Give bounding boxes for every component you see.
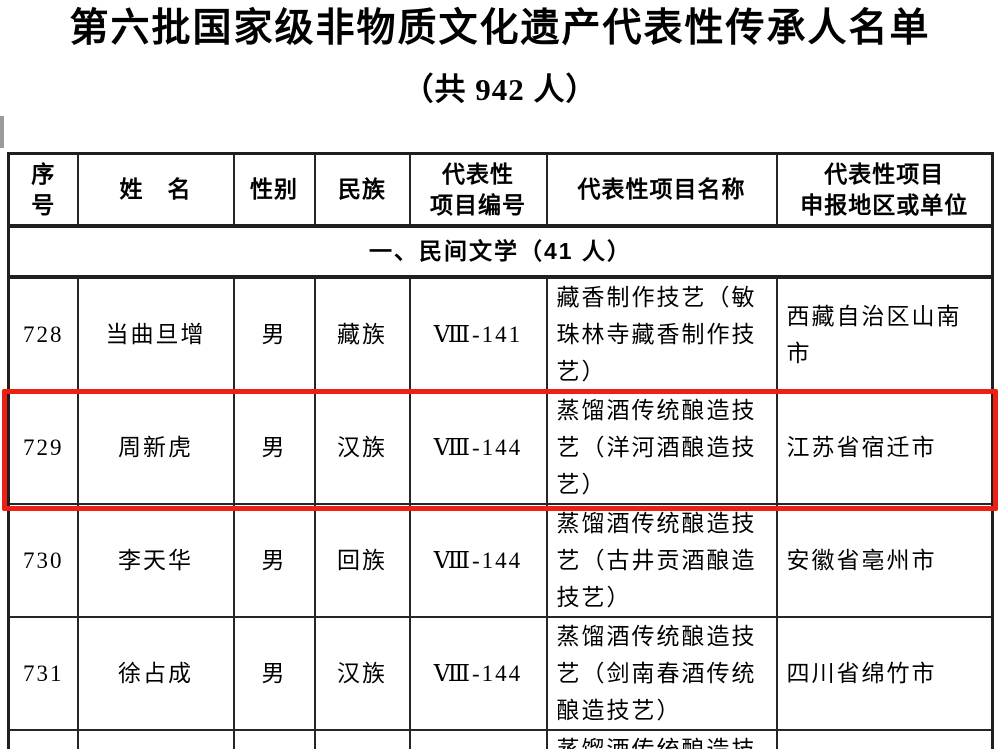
cell-code: Ⅷ-144 (408, 390, 548, 505)
table-row: 729 周新虎男汉族 Ⅷ-144 蒸馏酒传统酿造技 艺（洋河酒酿造技 艺） 江苏省宿迁市 (7, 390, 994, 505)
cell-name: 李天华 (76, 503, 235, 618)
column-header-no: 序 号 (7, 152, 79, 228)
cell-ethnicity: 汉族 (313, 616, 411, 731)
table-row-partial: 蒸馏酒传统酿造技山东省潍坊市安 (7, 729, 994, 749)
section-row: 一、民间文学（41 人） (7, 225, 994, 279)
cell-no: 729 (7, 390, 79, 505)
cell-name: 徐占成 (76, 616, 235, 731)
table-row: 730 李天华男回族 Ⅷ-144 蒸馏酒传统酿造技 艺（古井贡酒酿造 技艺） 安徽省亳州… (7, 503, 994, 618)
cell-ethnicity: 藏族 (313, 276, 411, 392)
cell-no (7, 729, 79, 749)
column-header-project: 代表性项目名称 (545, 152, 778, 228)
cell-project: 藏香制作技艺（敏 珠林寺藏香制作技 艺） (545, 276, 778, 392)
cell-project: 蒸馏酒传统酿造技 (545, 729, 778, 749)
cell-code (408, 729, 548, 749)
scan-artifact (0, 116, 4, 148)
cell-gender: 男 (232, 503, 316, 618)
table-row: 731 徐占成男汉族 Ⅷ-144 蒸馏酒传统酿造技 艺（剑南春酒传统 酿造技艺） 四川省… (7, 616, 994, 731)
cell-name (76, 729, 235, 749)
table-row: 728 当曲旦增男藏族 Ⅷ-141 藏香制作技艺（敏 珠林寺藏香制作技 艺） 西藏自治区… (7, 276, 994, 392)
cell-region: 江苏省宿迁市 (775, 390, 994, 505)
cell-name: 当曲旦增 (76, 276, 235, 392)
cell-region: 安徽省亳州市 (775, 503, 994, 618)
cell-project: 蒸馏酒传统酿造技 艺（古井贡酒酿造 技艺） (545, 503, 778, 618)
cell-ethnicity (313, 729, 411, 749)
page-subtitle: （共 942 人） (402, 72, 598, 107)
cell-no: 728 (7, 276, 79, 392)
cell-code: Ⅷ-144 (408, 503, 548, 618)
cell-region: 四川省绵竹市 (775, 616, 994, 731)
cell-ethnicity: 回族 (313, 503, 411, 618)
cell-gender (232, 729, 316, 749)
cell-gender: 男 (232, 390, 316, 505)
section-header: 一、民间文学（41 人） (7, 225, 994, 279)
column-header-region: 代表性项目 申报地区或单位 (775, 152, 994, 228)
cell-code: Ⅷ-141 (408, 276, 548, 392)
cell-code: Ⅷ-144 (408, 616, 548, 731)
cell-project: 蒸馏酒传统酿造技 艺（洋河酒酿造技 艺） (545, 390, 778, 505)
cell-no: 731 (7, 616, 79, 731)
column-header-ethnicity: 民族 (313, 152, 411, 228)
cell-gender: 男 (232, 276, 316, 392)
cell-region: 山东省潍坊市安 (775, 729, 994, 749)
column-header-name: 姓 名 (76, 152, 235, 228)
cell-region: 西藏自治区山南 市 (775, 276, 994, 392)
column-header-gender: 性别 (232, 152, 316, 228)
cell-ethnicity: 汉族 (313, 390, 411, 505)
document-page: 第六批国家级非物质文化遗产代表性传承人名单 （共 942 人） 序 号姓 名性别… (0, 6, 1000, 749)
cell-gender: 男 (232, 616, 316, 731)
cell-project: 蒸馏酒传统酿造技 艺（剑南春酒传统 酿造技艺） (545, 616, 778, 731)
table-header-row: 序 号姓 名性别 民族 代表性 项目编号 代表性项目名称 代表性项目 申报地区或单位 (7, 152, 994, 228)
inheritors-table: 序 号姓 名性别 民族 代表性 项目编号 代表性项目名称 代表性项目 申报地区或单位 一… (7, 152, 994, 749)
page-title: 第六批国家级非物质文化遗产代表性传承人名单 (69, 7, 931, 50)
cell-no: 730 (7, 503, 79, 618)
column-header-code: 代表性 项目编号 (408, 152, 548, 228)
cell-name: 周新虎 (76, 390, 235, 505)
